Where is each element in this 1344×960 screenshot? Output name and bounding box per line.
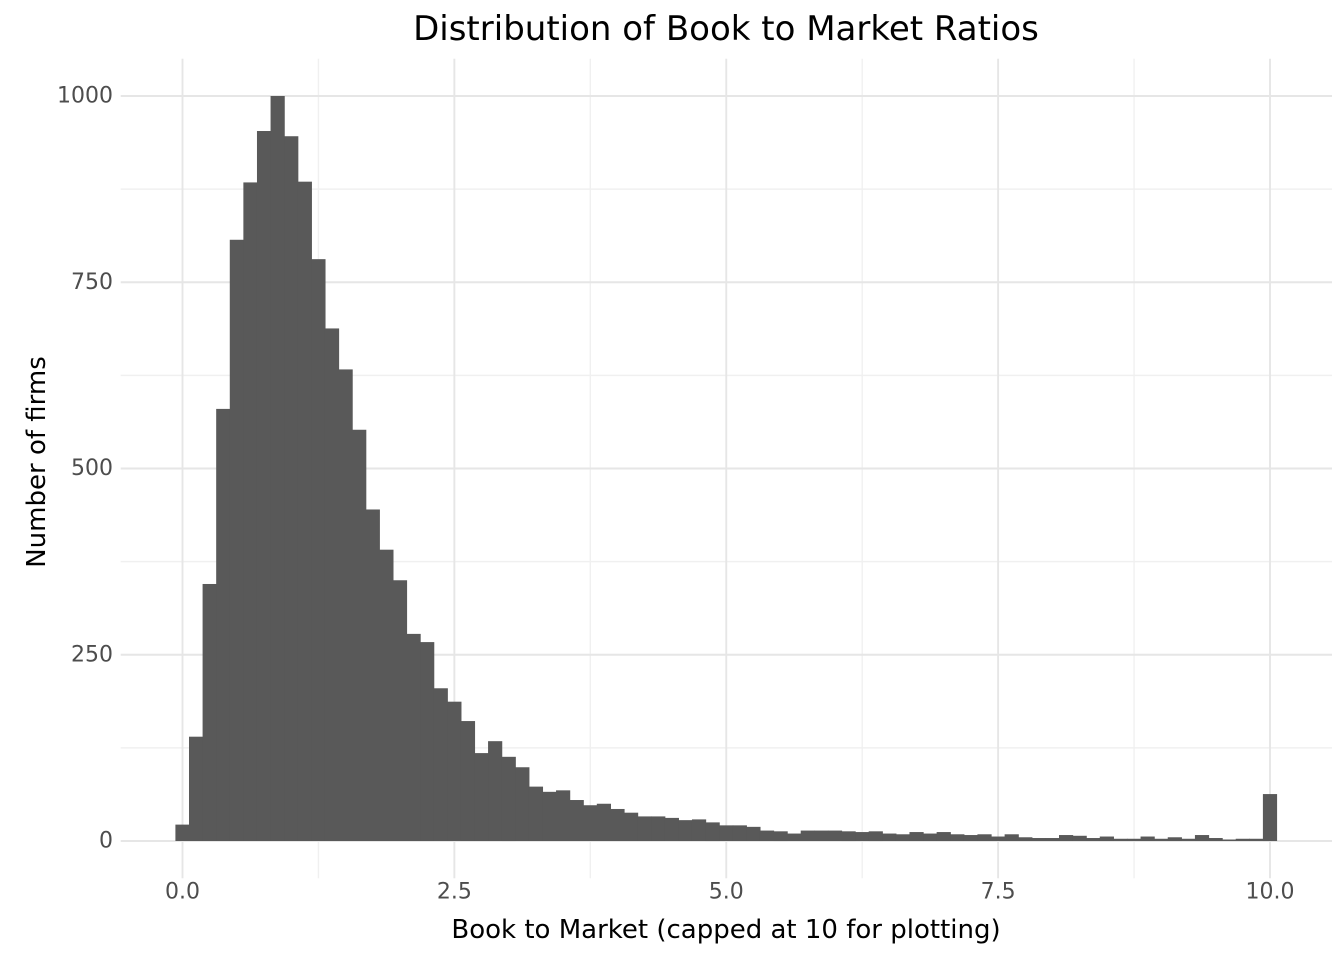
histogram-bar	[1154, 838, 1169, 841]
histogram-bar	[297, 181, 312, 842]
x-tick-label: 0.0	[165, 880, 200, 905]
histogram-bar	[243, 182, 258, 842]
histogram-bar	[732, 825, 747, 841]
histogram-bar	[1113, 838, 1128, 841]
histogram-bar	[1059, 835, 1074, 841]
histogram-bar	[528, 786, 544, 841]
x-axis-title: Book to Market (capped at 10 for plottin…	[451, 915, 1001, 945]
histogram-bar	[895, 834, 911, 841]
histogram-bar	[596, 803, 611, 841]
histogram-bar	[624, 812, 639, 841]
histogram-bar	[175, 824, 190, 841]
histogram-bar	[1235, 838, 1250, 841]
histogram-bar	[936, 832, 951, 841]
histogram-bar	[1031, 838, 1046, 841]
histogram-bar	[610, 808, 625, 841]
histogram-bar	[882, 833, 897, 841]
histogram-bar	[637, 816, 652, 841]
histogram-bar	[1004, 834, 1019, 841]
histogram-bar	[460, 721, 476, 841]
histogram-bar	[664, 817, 679, 841]
histogram-bar	[542, 791, 557, 841]
histogram-bar	[868, 831, 883, 842]
x-tick-label: 2.5	[437, 880, 472, 905]
histogram-bar	[651, 816, 666, 841]
histogram-bar	[1181, 838, 1196, 841]
y-tick-label: 1000	[57, 84, 113, 109]
histogram-bar	[433, 688, 448, 841]
y-tick-label: 750	[71, 270, 113, 295]
histogram-bar	[909, 832, 924, 841]
histogram-bar	[963, 835, 979, 841]
histogram-bar	[189, 736, 204, 841]
histogram-bar	[338, 369, 353, 841]
histogram-bar	[1140, 836, 1155, 841]
histogram-bar	[447, 701, 462, 841]
histogram-bar	[270, 96, 285, 841]
x-tick-label: 7.5	[981, 880, 1016, 905]
histogram-bar	[1222, 839, 1237, 841]
histogram-bar	[719, 825, 734, 841]
histogram-bar	[420, 642, 435, 841]
histogram-bar	[841, 831, 856, 842]
histogram-bar	[501, 756, 516, 842]
histogram-bar	[229, 239, 244, 841]
histogram-bar	[392, 580, 408, 841]
histogram-bar	[583, 805, 598, 841]
histogram-bar	[1126, 838, 1142, 841]
histogram-bar	[705, 822, 720, 842]
histogram-bar	[1249, 838, 1264, 841]
histogram-bar	[678, 820, 693, 841]
histogram-bar	[1086, 838, 1101, 841]
y-tick-label: 500	[71, 456, 113, 481]
histogram-bar	[1167, 837, 1182, 841]
histogram-bar	[569, 800, 584, 841]
histogram-bar	[1262, 794, 1278, 842]
histogram-bar	[202, 583, 217, 841]
histogram-bar	[474, 753, 489, 841]
histogram-bar	[691, 819, 707, 841]
histogram-bar	[1072, 835, 1087, 841]
histogram-bar	[1045, 838, 1060, 841]
histogram-bar	[773, 831, 788, 842]
histogram-bar	[787, 833, 802, 841]
histogram-bar	[352, 429, 367, 841]
histogram-bar	[923, 833, 938, 841]
histogram-bar	[814, 830, 829, 841]
histogram-bar	[827, 830, 843, 841]
histogram-bar	[855, 832, 870, 841]
y-tick-label: 250	[71, 642, 113, 667]
histogram-bar	[1208, 838, 1223, 841]
histogram-bar	[284, 136, 299, 842]
histogram-bar	[488, 741, 503, 841]
histogram-bar	[759, 830, 775, 841]
histogram-bar	[1194, 835, 1210, 841]
histogram-bar	[216, 408, 231, 841]
histogram-bar	[977, 834, 992, 841]
x-tick-label: 10.0	[1246, 880, 1295, 905]
y-axis-title: Number of firms	[22, 356, 52, 568]
histogram-bar	[256, 131, 272, 841]
histogram-bar	[379, 549, 394, 841]
histogram-bar	[950, 834, 965, 841]
histogram-bar	[311, 259, 326, 841]
histogram-bar	[800, 830, 815, 841]
histogram-bar	[406, 633, 421, 841]
histogram-bar	[746, 826, 761, 841]
x-tick-label: 5.0	[709, 880, 744, 905]
histogram-bar	[515, 767, 530, 841]
histogram-bar	[1018, 837, 1033, 841]
y-tick-label: 0	[99, 829, 113, 854]
histogram-bar	[556, 790, 571, 841]
plot-title: Distribution of Book to Market Ratios	[413, 9, 1039, 49]
histogram-bar	[365, 509, 380, 841]
histogram-bar	[324, 328, 340, 841]
histogram-bar	[991, 836, 1006, 841]
histogram-bar	[1099, 836, 1114, 841]
